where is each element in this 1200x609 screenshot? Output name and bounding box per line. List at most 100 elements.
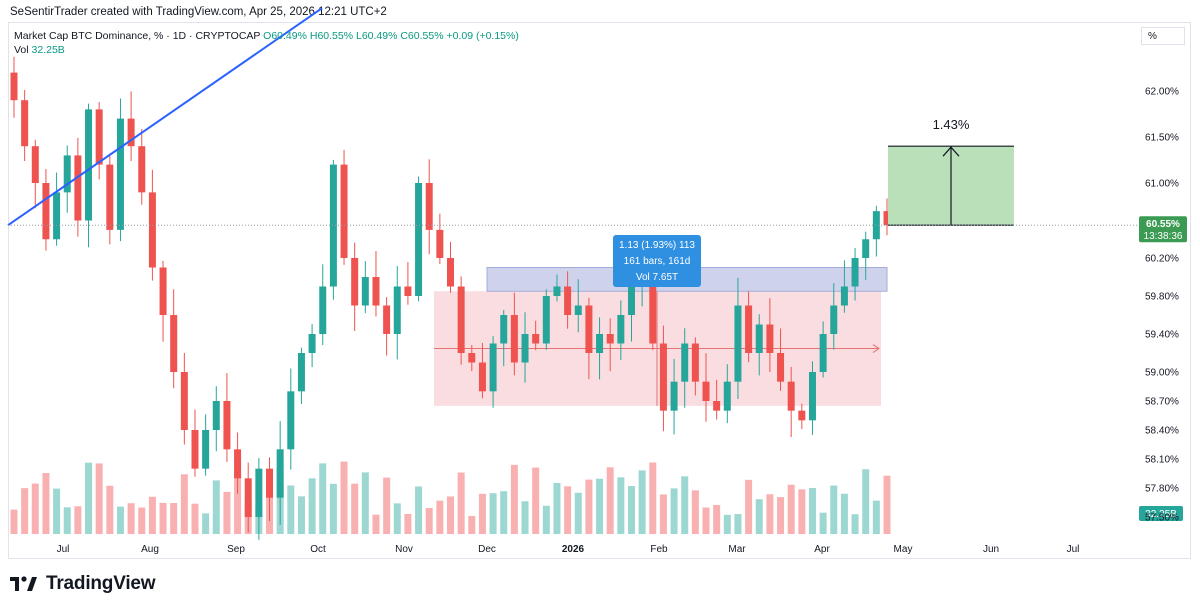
volume-bar — [372, 514, 380, 534]
candle-body — [745, 305, 753, 353]
volume-bar — [574, 492, 582, 534]
candle-body — [308, 334, 316, 353]
candle-body — [180, 372, 188, 430]
candle-body — [319, 286, 327, 334]
volume-bar — [170, 503, 178, 534]
volume-bar — [510, 464, 518, 534]
candle-body — [266, 468, 274, 498]
volume-bar — [436, 500, 444, 534]
percent-scale-button[interactable]: % — [1141, 27, 1185, 45]
volume-bar — [745, 479, 753, 534]
time-tick-label: Aug — [141, 544, 159, 555]
volume-bar — [638, 470, 646, 534]
volume-bar — [808, 487, 816, 534]
candle-body — [808, 372, 816, 421]
candle-body — [447, 258, 454, 287]
candle-body — [585, 305, 593, 353]
candle-body — [351, 258, 359, 306]
candle-body — [510, 315, 518, 363]
volume-bar — [191, 503, 199, 534]
footer-brand: TradingView — [10, 573, 156, 595]
volume-label-badge — [1139, 506, 1183, 521]
volume-bar — [457, 472, 465, 534]
candle-body — [393, 286, 401, 334]
candle-body — [425, 183, 433, 230]
volume-bar — [351, 483, 359, 534]
tradingview-logo-icon — [10, 576, 37, 591]
candle-body — [106, 164, 114, 230]
candle-body — [659, 343, 667, 411]
price-tick-label: 61.50% — [1145, 133, 1179, 144]
volume-bar — [681, 476, 689, 534]
candle-body — [596, 334, 604, 353]
volume-bar — [425, 507, 433, 534]
price-tick-label: 61.00% — [1145, 179, 1179, 190]
volume-bar — [777, 497, 785, 534]
volume-bar — [521, 501, 529, 534]
volume-bar — [649, 462, 657, 534]
volume-bar — [319, 463, 327, 534]
volume-bar — [127, 503, 135, 534]
time-axis: Jul Aug Sep Oct Nov Dec 2026 Feb Mar Apr May Jun Jul — [57, 544, 1080, 555]
volume-bar — [670, 488, 678, 534]
volume-bar — [489, 493, 497, 534]
target-label: 1.43% — [933, 117, 970, 132]
price-tick-label: 57.80% — [1145, 484, 1179, 495]
volume-bar — [862, 469, 870, 534]
candle-body — [276, 449, 284, 498]
volume-bar — [85, 462, 93, 534]
volume-bar — [138, 507, 146, 534]
candle-body — [606, 334, 614, 344]
volume-bar — [404, 513, 412, 534]
ohlc-values: O60.49% H60.55% L60.49% C60.55% +0.09 (+… — [263, 30, 519, 42]
volume-bar — [734, 514, 742, 534]
candle-body — [532, 334, 540, 344]
volume-bar — [883, 475, 891, 534]
volume-bar — [95, 463, 103, 534]
candle-body — [63, 155, 71, 193]
candle-body — [670, 381, 678, 411]
volume-bar — [553, 482, 561, 534]
candle-body — [212, 401, 220, 430]
candle-body — [755, 324, 763, 353]
volume-bar — [723, 514, 731, 534]
candle-body — [681, 343, 689, 382]
candle-body — [521, 334, 529, 363]
symbol-title[interactable]: Market Cap BTC Dominance, % · 1D · CRYPT… — [14, 30, 261, 42]
candle-body — [148, 192, 156, 268]
volume-bar — [202, 513, 210, 534]
volume-label[interactable]: Vol — [14, 44, 29, 56]
time-tick-label: Jul — [57, 544, 70, 555]
volume-bar — [542, 505, 550, 534]
time-tick-label: 2026 — [562, 544, 585, 555]
time-tick-label: Jun — [983, 544, 999, 555]
volume-bar — [564, 486, 572, 534]
candle-body — [819, 334, 827, 372]
volume-bar — [106, 485, 114, 534]
volume-bars — [10, 461, 891, 534]
volume-bar — [116, 506, 124, 534]
volume-bar — [223, 491, 231, 534]
price-label-value: 60.55% — [1146, 219, 1180, 230]
candle-body — [138, 146, 146, 193]
volume-bar — [596, 478, 604, 534]
chart-frame — [8, 22, 1191, 559]
price-tick-label: 62.00% — [1145, 87, 1179, 98]
candle-body — [872, 211, 880, 240]
volume-bar — [53, 488, 61, 534]
volume-bar — [234, 469, 242, 534]
volume-bar — [447, 496, 454, 534]
candle-body — [649, 277, 657, 344]
volume-bar — [31, 483, 39, 534]
candle-body — [372, 277, 380, 306]
candle-body — [478, 362, 486, 392]
candle-body — [223, 401, 231, 450]
price-tick-label: 60.20% — [1145, 254, 1179, 265]
price-label-badge — [1139, 216, 1187, 243]
volume-bar — [148, 496, 156, 534]
candle-body — [851, 258, 859, 287]
candle-body — [830, 305, 838, 334]
volume-bar — [42, 473, 50, 534]
price-tick-label: 58.40% — [1145, 426, 1179, 437]
